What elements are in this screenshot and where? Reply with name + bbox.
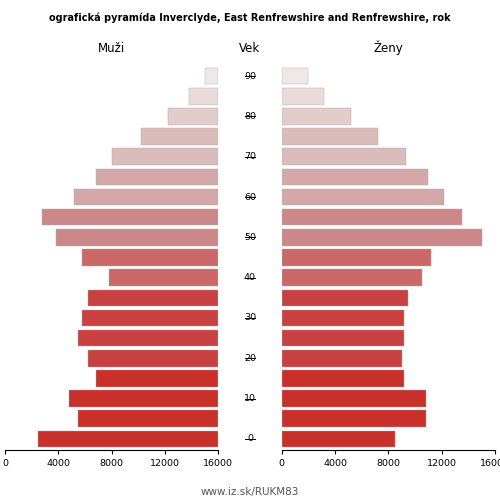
Text: ografická pyramída Inverclyde, East Renfrewshire and Renfrewshire, rok: ografická pyramída Inverclyde, East Renf… [49, 12, 451, 23]
Bar [69, 390, 218, 407]
Bar [96, 168, 218, 185]
Bar [282, 189, 444, 206]
Text: 10: 10 [244, 394, 256, 403]
Bar [189, 88, 218, 104]
Bar [282, 128, 378, 145]
Bar [78, 330, 218, 346]
Text: 30: 30 [244, 314, 256, 322]
Text: 0: 0 [247, 434, 253, 444]
Bar [82, 249, 218, 266]
Bar [82, 310, 218, 326]
Bar [109, 270, 218, 286]
Bar [42, 209, 218, 226]
Text: 70: 70 [244, 152, 256, 161]
Bar [88, 350, 218, 366]
Bar [88, 290, 218, 306]
Text: Vek: Vek [240, 42, 260, 56]
Text: www.iz.sk/RUKM83: www.iz.sk/RUKM83 [201, 488, 299, 498]
Bar [282, 148, 406, 165]
Bar [282, 310, 405, 326]
Bar [282, 290, 408, 306]
Text: 20: 20 [244, 354, 256, 363]
Bar [282, 168, 428, 185]
Bar [282, 390, 426, 407]
Bar [96, 370, 218, 386]
Bar [141, 128, 218, 145]
Text: Ženy: Ženy [374, 41, 404, 56]
Text: 60: 60 [244, 192, 256, 202]
Bar [282, 350, 402, 366]
Bar [78, 410, 218, 427]
Bar [56, 229, 218, 246]
Bar [282, 270, 422, 286]
Bar [282, 249, 431, 266]
Bar [205, 68, 218, 84]
Text: 90: 90 [244, 72, 256, 80]
Text: 50: 50 [244, 233, 256, 242]
Bar [282, 68, 308, 84]
Bar [168, 108, 218, 124]
Bar [282, 330, 405, 346]
Bar [282, 370, 405, 386]
Bar [282, 229, 482, 246]
Bar [38, 430, 218, 447]
Bar [282, 430, 395, 447]
Text: 80: 80 [244, 112, 256, 121]
Bar [282, 88, 325, 104]
Bar [282, 209, 462, 226]
Text: 40: 40 [244, 273, 256, 282]
Bar [74, 189, 218, 206]
Bar [112, 148, 218, 165]
Bar [282, 108, 351, 124]
Bar [282, 410, 426, 427]
Text: Muži: Muži [98, 42, 125, 56]
